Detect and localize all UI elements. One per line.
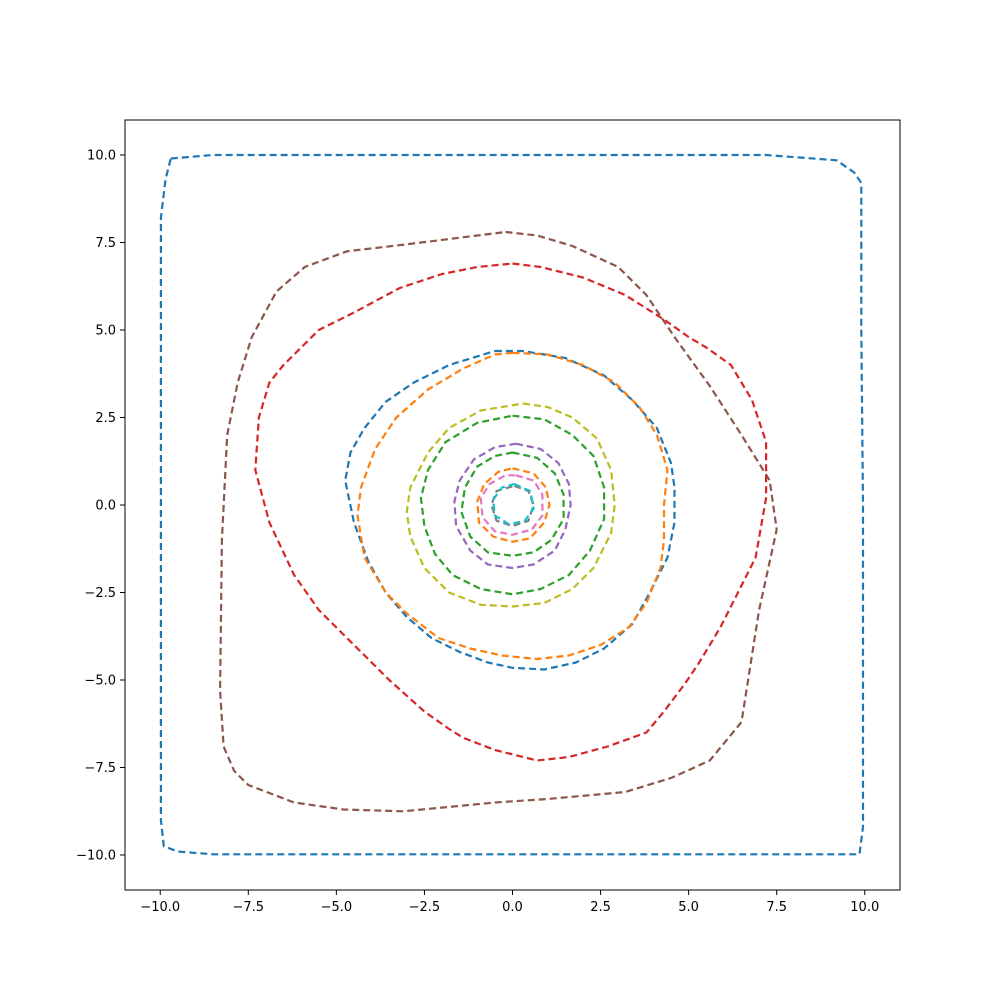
contour-line-10 — [476, 467, 551, 543]
contour-line-4 — [344, 349, 676, 671]
contour-line-3 — [254, 262, 768, 762]
x-tick-label: 7.5 — [766, 900, 787, 915]
contour-line-1 — [159, 153, 865, 856]
contour-line-6 — [405, 402, 616, 608]
y-tick-label: 5.0 — [95, 324, 116, 339]
y-tick-label: −7.5 — [84, 761, 116, 776]
contour-line-7 — [419, 414, 606, 596]
y-tick-label: 7.5 — [95, 236, 116, 251]
x-tick-label: −10.0 — [140, 900, 180, 915]
x-tick-label: 10.0 — [850, 900, 879, 915]
x-tick-label: 0.0 — [502, 900, 523, 915]
y-tick-label: 10.0 — [87, 149, 116, 164]
contour-line-11 — [479, 474, 544, 536]
contour-line-2 — [219, 230, 778, 813]
x-tick-label: 5.0 — [678, 900, 699, 915]
y-tick-label: −10.0 — [76, 849, 116, 864]
y-tick-label: −5.0 — [84, 674, 116, 689]
y-axis: 10.0 7.5 5.0 2.5 0.0 −2.5 −5.0 −7.5 −10.0 — [76, 149, 125, 864]
contour-line-9 — [460, 451, 565, 557]
x-axis: −10.0 −7.5 −5.0 −2.5 0.0 2.5 5.0 7.5 10.0 — [140, 890, 879, 915]
x-tick-label: −7.5 — [233, 900, 265, 915]
x-tick-label: 2.5 — [590, 900, 611, 915]
y-tick-label: −2.5 — [84, 586, 116, 601]
y-tick-label: 2.5 — [95, 411, 116, 426]
y-tick-label: 0.0 — [95, 499, 116, 514]
x-tick-label: −2.5 — [409, 900, 441, 915]
contour-line-8 — [453, 442, 572, 570]
series-layer — [159, 153, 865, 856]
contour-line-5 — [356, 351, 669, 661]
x-tick-label: −5.0 — [321, 900, 353, 915]
contour-line-13 — [492, 482, 535, 526]
